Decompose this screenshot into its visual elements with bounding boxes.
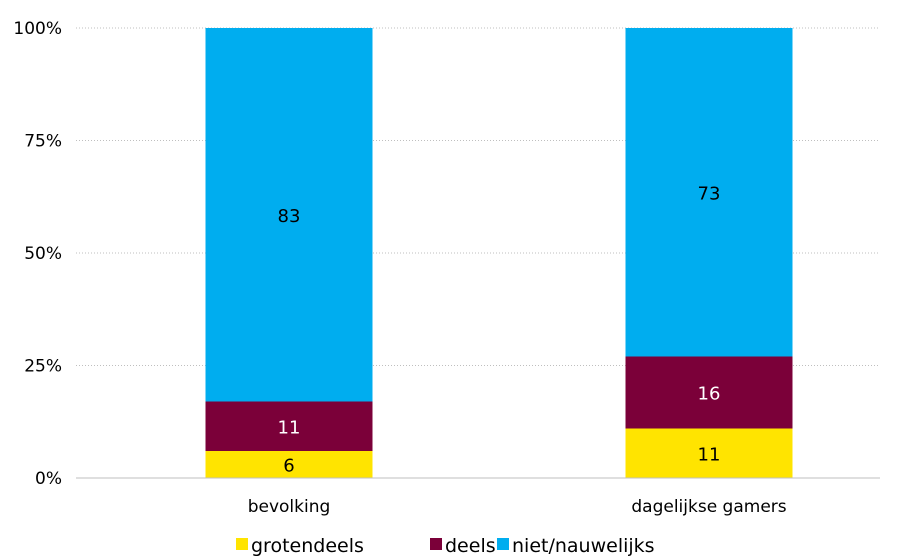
- data-label: 73: [698, 183, 721, 204]
- y-tick-label: 25%: [24, 357, 62, 377]
- data-label: 16: [698, 384, 721, 405]
- bar-segment-grotendeels: [625, 428, 793, 478]
- data-label: 83: [278, 206, 301, 227]
- legend-label: deels: [445, 535, 496, 556]
- y-tick-label: 0%: [35, 469, 62, 489]
- y-tick-label: 50%: [24, 244, 62, 264]
- legend-label: grotendeels: [251, 535, 364, 556]
- data-label: 11: [698, 444, 721, 465]
- data-label: 11: [278, 417, 301, 438]
- bar-segment-niet-nauwelijks: [625, 28, 793, 357]
- data-label: 6: [283, 456, 294, 477]
- bar-segment-niet-nauwelijks: [205, 28, 373, 402]
- legend-swatch: [497, 538, 509, 550]
- bar-segment-grotendeels: [205, 451, 373, 478]
- legend-label: niet/nauwelijks: [512, 535, 655, 556]
- x-category-label: dagelijkse gamers: [631, 497, 786, 517]
- y-tick-label: 100%: [13, 19, 62, 39]
- bar-segment-deels: [625, 356, 793, 429]
- bar-segment-deels: [205, 401, 373, 451]
- legend-swatch: [430, 538, 442, 550]
- legend-swatch: [236, 538, 248, 550]
- x-category-label: bevolking: [248, 497, 331, 517]
- y-tick-label: 75%: [24, 132, 62, 152]
